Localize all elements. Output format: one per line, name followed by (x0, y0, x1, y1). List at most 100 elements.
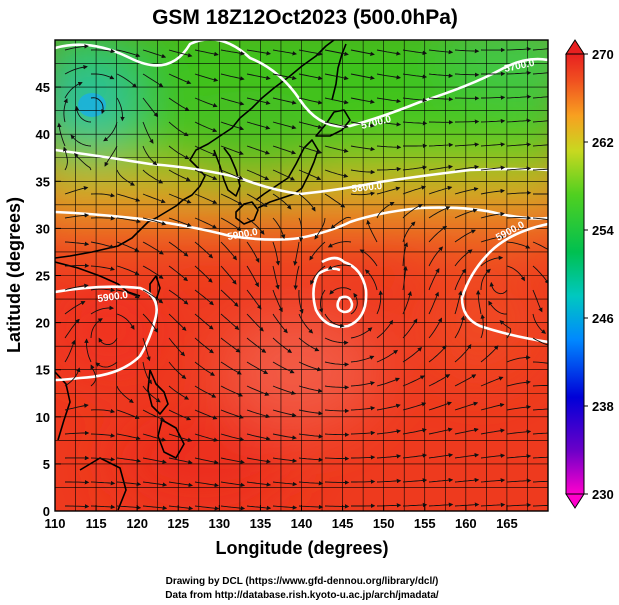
colorbar-bottom-arrow (565, 493, 585, 509)
streamline-arrow (402, 242, 408, 267)
streamline-arrow (350, 292, 358, 315)
streamline-arrow (350, 430, 376, 436)
y-tick-label: 45 (36, 80, 50, 95)
streamline-arrow (428, 427, 453, 435)
streamline-arrow (298, 433, 324, 439)
streamline-arrow (532, 432, 548, 435)
streamline-arrow (506, 166, 532, 171)
streamline-arrow (194, 457, 219, 465)
streamline-arrow (532, 120, 548, 123)
streamline-arrow (428, 185, 453, 195)
streamline-arrow (480, 234, 505, 243)
streamline-arrow (454, 142, 480, 147)
streamline-arrow (116, 73, 137, 88)
streamline-arrow (293, 265, 300, 290)
streamline-arrow (64, 339, 76, 363)
streamline-arrow (220, 433, 245, 442)
streamline-arrow (359, 249, 378, 267)
streamline-arrow (168, 265, 188, 282)
streamline-arrow (376, 73, 401, 80)
streamline-arrow (298, 313, 314, 334)
x-axis: 110 115 120 125 130 135 140 145 150 155 160 165 (45, 505, 518, 531)
streamline-arrow (350, 169, 376, 175)
contour-label-5900-b: 5900.0 (227, 227, 259, 243)
streamline-arrow (142, 313, 159, 333)
streamline-arrow (454, 48, 480, 54)
streamline-arrow (194, 97, 218, 108)
streamline-arrow (318, 289, 326, 314)
streamline-arrow (272, 145, 297, 155)
streamline-arrow (506, 380, 531, 387)
streamline-arrow (116, 457, 142, 463)
streamline-arrow (194, 145, 218, 157)
streamline-arrow (95, 361, 118, 368)
streamline-arrow (142, 217, 167, 226)
streamline-arrow (506, 265, 525, 282)
contour-5900-east (460, 222, 548, 344)
streamline-arrow (142, 145, 158, 166)
streamline-arrow (65, 504, 90, 509)
x-tick-label: 165 (496, 516, 518, 531)
credit-data-source: Data from http://database.rish.kyoto-u.a… (165, 590, 439, 601)
streamline-arrow (402, 402, 427, 411)
streamline-arrow (298, 337, 320, 352)
streamline-arrow (90, 504, 116, 510)
streamline-arrow (116, 481, 142, 487)
streamline-arrow (168, 385, 190, 400)
streamline-arrow (428, 268, 440, 291)
streamline-arrow (298, 73, 323, 81)
streamline-arrow (428, 246, 444, 267)
streamline-arrow (272, 169, 296, 181)
y-axis-label: Latitude (degrees) (4, 197, 24, 353)
streamline-arrow (454, 344, 472, 363)
streamline-arrow (376, 186, 401, 195)
streamline-arrow (272, 457, 298, 463)
coastline-borneo (79, 457, 127, 511)
x-tick-label: 150 (373, 516, 395, 531)
streamline-arrow (532, 48, 548, 51)
streamline-arrow (364, 269, 378, 291)
x-tick-label: 110 (45, 516, 66, 531)
colorbar-tick-label: 270 (592, 47, 614, 62)
y-axis: 0 5 10 15 20 25 30 35 40 45 (36, 80, 61, 519)
streamline-arrow (246, 265, 259, 288)
streamline-arrow (220, 409, 244, 419)
streamline-arrow (168, 49, 193, 58)
streamline-arrow (116, 265, 140, 276)
streamline-arrow (116, 385, 134, 404)
streamline-arrow (376, 97, 402, 104)
streamline-arrow (168, 457, 193, 465)
streamline-arrow (324, 73, 349, 81)
streamline-arrow (324, 313, 345, 329)
streamline-arrow (298, 121, 323, 129)
streamline-arrow (402, 291, 412, 315)
streamline-arrow (272, 289, 283, 313)
streamline-arrow (194, 193, 218, 204)
streamline-arrow (220, 265, 237, 285)
streamline-arrow (454, 186, 479, 195)
streamline-arrow (246, 361, 269, 374)
streamline-arrow (90, 480, 116, 486)
streamline-arrow (376, 49, 401, 56)
streamline-arrow (116, 433, 141, 441)
streamline-arrow (64, 430, 90, 436)
streamline-arrow (64, 64, 88, 75)
streamline-arrow (480, 402, 505, 411)
streamline-arrow (480, 142, 506, 147)
streamline-arrow (532, 408, 548, 411)
wind-streamlines (57, 44, 548, 511)
streamline-arrow (220, 145, 244, 155)
streamline-arrow (454, 477, 480, 483)
streamline-arrow (168, 121, 189, 137)
x-tick-label: 130 (208, 516, 230, 531)
y-tick-label: 10 (36, 410, 50, 425)
streamline-arrow (272, 481, 298, 487)
streamline-arrow (499, 320, 512, 339)
streamline-arrow (220, 241, 237, 261)
streamline-arrow (376, 454, 402, 459)
streamline-arrow (329, 287, 352, 295)
streamline-arrow (454, 72, 480, 78)
streamline-arrow (194, 385, 217, 398)
streamline-arrow (532, 217, 548, 220)
streamline-arrow (532, 241, 548, 251)
